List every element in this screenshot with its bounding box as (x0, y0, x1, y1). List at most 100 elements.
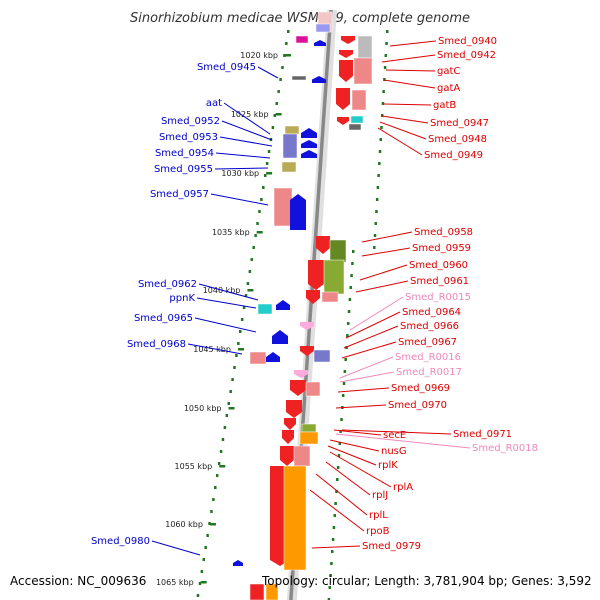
gene-feature[interactable] (249, 351, 267, 365)
gene-feature-reverse[interactable] (337, 117, 349, 125)
gene-label-smed_0959[interactable]: Smed_0959 (412, 243, 471, 254)
gene-feature-reverse[interactable] (300, 322, 314, 330)
gene-feature[interactable] (350, 115, 364, 124)
gene-feature-reverse[interactable] (339, 50, 353, 58)
gene-label-nusg[interactable]: nusG (381, 446, 407, 457)
gene-label-rpll[interactable]: rplL (369, 510, 388, 521)
gene-label-smed_0954[interactable]: Smed_0954 (155, 148, 214, 159)
gene-feature-reverse[interactable] (341, 36, 355, 44)
gene-feature-forward[interactable] (314, 40, 326, 46)
gene-label-smed_0960[interactable]: Smed_0960 (409, 260, 468, 271)
gene-feature[interactable] (313, 349, 331, 363)
gene-feature-reverse[interactable] (290, 380, 306, 396)
gene-feature[interactable] (293, 445, 311, 467)
gene-feature-reverse[interactable] (280, 446, 294, 466)
gene-feature-forward[interactable] (276, 300, 290, 310)
gene-label-rpla[interactable]: rplA (393, 482, 413, 493)
gene-feature-forward[interactable] (301, 128, 317, 138)
gene-feature-forward[interactable] (312, 76, 326, 83)
gene-label-smed_r0015[interactable]: Smed_R0015 (405, 292, 471, 303)
gene-label-smed_0953[interactable]: Smed_0953 (159, 132, 218, 143)
gene-feature[interactable] (353, 57, 373, 85)
gene-label-smed_0957[interactable]: Smed_0957 (150, 189, 209, 200)
gene-label-smed_0952[interactable]: Smed_0952 (161, 116, 220, 127)
gene-feature-reverse[interactable] (306, 290, 320, 304)
gene-feature-reverse[interactable] (300, 346, 314, 356)
gene-label-smed_0962[interactable]: Smed_0962 (138, 279, 197, 290)
gene-label-rplj[interactable]: rplJ (372, 490, 388, 501)
gene-feature[interactable] (351, 89, 367, 111)
gene-feature-forward[interactable] (290, 194, 306, 230)
leader-line (214, 167, 269, 170)
gene-label-smed_0948[interactable]: Smed_0948 (428, 134, 487, 145)
gene-label-gatb[interactable]: gatB (433, 100, 456, 111)
gene-feature[interactable] (283, 465, 307, 571)
gene-label-smed_0947[interactable]: Smed_0947 (430, 118, 489, 129)
gene-label-smed_0961[interactable]: Smed_0961 (410, 276, 469, 287)
leader-line (257, 66, 279, 79)
gene-label-smed_r0017[interactable]: Smed_R0017 (396, 367, 462, 378)
gene-label-smed_0964[interactable]: Smed_0964 (402, 307, 461, 318)
gene-feature-forward[interactable] (301, 140, 317, 148)
leader-line (355, 280, 409, 293)
gene-feature[interactable] (284, 125, 300, 135)
gene-label-smed_0958[interactable]: Smed_0958 (414, 227, 473, 238)
gene-label-smed_0969[interactable]: Smed_0969 (391, 383, 450, 394)
gene-label-ppnk[interactable]: ppnK (169, 293, 195, 304)
gene-feature[interactable] (301, 423, 317, 433)
gene-feature-forward[interactable] (233, 560, 243, 566)
leader-line (361, 231, 413, 243)
gene-feature-reverse[interactable] (339, 60, 353, 82)
gene-feature-reverse[interactable] (286, 400, 302, 418)
guide-dot (267, 150, 271, 153)
gene-label-rplk[interactable]: rplK (378, 460, 398, 471)
gene-label-smed_0971[interactable]: Smed_0971 (453, 429, 512, 440)
gene-label-rpob[interactable]: rpoB (366, 526, 390, 537)
gene-feature[interactable] (323, 259, 345, 295)
gene-label-smed_0965[interactable]: Smed_0965 (134, 313, 193, 324)
gene-feature[interactable] (305, 381, 321, 397)
leader-line (381, 115, 429, 124)
gene-label-smed_0940[interactable]: Smed_0940 (438, 36, 497, 47)
gene-feature[interactable] (329, 239, 347, 263)
gene-label-smed_0979[interactable]: Smed_0979 (362, 541, 421, 552)
gene-feature-reverse[interactable] (284, 418, 296, 430)
gene-feature[interactable] (348, 123, 362, 131)
leader-line (341, 429, 452, 435)
gene-label-smed_0967[interactable]: Smed_0967 (398, 337, 457, 348)
gene-feature[interactable] (281, 161, 297, 173)
gene-feature[interactable] (249, 583, 265, 600)
gene-label-gatc[interactable]: gatC (437, 66, 460, 77)
gene-label-smed_0945[interactable]: Smed_0945 (197, 62, 256, 73)
gene-feature[interactable] (295, 35, 309, 44)
gene-feature-reverse[interactable] (336, 88, 350, 110)
gene-feature-reverse[interactable] (316, 236, 330, 254)
gene-feature[interactable] (265, 583, 279, 600)
gene-label-smed_r0018[interactable]: Smed_R0018 (472, 443, 538, 454)
gene-feature-reverse[interactable] (308, 260, 324, 290)
gene-label-smed_0970[interactable]: Smed_0970 (388, 400, 447, 411)
gene-label-smed_r0016[interactable]: Smed_R0016 (395, 352, 461, 363)
gene-label-gata[interactable]: gatA (437, 83, 460, 94)
gene-label-smed_0949[interactable]: Smed_0949 (424, 150, 483, 161)
gene-feature[interactable] (299, 431, 319, 445)
gene-feature-reverse[interactable] (282, 430, 294, 444)
gene-label-smed_0955[interactable]: Smed_0955 (154, 164, 213, 175)
gene-feature-forward[interactable] (266, 352, 280, 362)
gene-label-smed_0942[interactable]: Smed_0942 (437, 50, 496, 61)
gene-label-smed_0968[interactable]: Smed_0968 (127, 339, 186, 350)
gene-feature[interactable] (282, 133, 298, 159)
gene-label-sece[interactable]: secE (383, 430, 406, 441)
gene-feature[interactable] (315, 23, 331, 33)
gene-feature-reverse[interactable] (294, 370, 308, 378)
gene-label-aat[interactable]: aat (206, 98, 222, 109)
gene-feature[interactable] (291, 75, 307, 81)
gene-label-smed_0980[interactable]: Smed_0980 (91, 536, 150, 547)
gene-feature-forward[interactable] (301, 150, 317, 158)
gene-feature-forward[interactable] (272, 330, 288, 344)
gene-feature[interactable] (257, 303, 273, 315)
gene-label-smed_0966[interactable]: Smed_0966 (400, 321, 459, 332)
gene-feature[interactable] (273, 187, 293, 227)
gene-feature[interactable] (321, 291, 339, 303)
gene-feature[interactable] (357, 35, 373, 59)
